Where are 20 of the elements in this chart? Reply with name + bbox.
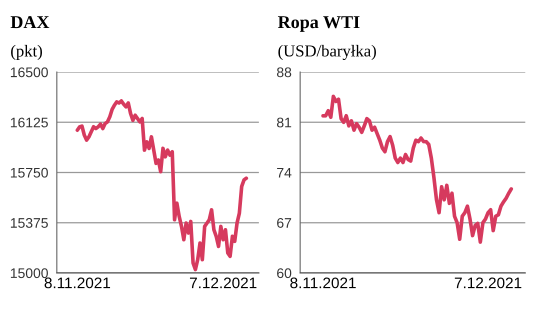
- line-series: [321, 94, 514, 244]
- line-series: [76, 99, 248, 272]
- y-tick-label: 15375: [10, 218, 48, 228]
- chart-title: DAX: [10, 16, 50, 28]
- y-tick-label: 74: [277, 168, 292, 178]
- chart-title: Ropa WTI: [278, 16, 360, 32]
- y-tick-label: 15750: [10, 168, 48, 178]
- y-tick-label: 16125: [10, 118, 48, 128]
- x-tick-label: 8.11.2021: [290, 277, 356, 288]
- x-tick-label: 8.11.2021: [44, 277, 110, 288]
- y-tick-label: 81: [276, 118, 292, 128]
- chart-subtitle: (pkt): [11, 44, 42, 60]
- x-tick-label: 7.12.2021: [454, 277, 522, 288]
- y-tick-label: 60: [277, 268, 292, 278]
- chart-subtitle: (USD/baryłka): [278, 44, 376, 60]
- y-tick-label: 16500: [10, 67, 48, 78]
- y-tick-label: 88: [276, 67, 292, 78]
- y-tick-label: 67: [277, 218, 292, 228]
- y-tick-label: 15000: [10, 268, 48, 278]
- x-tick-label: 7.12.2021: [190, 277, 256, 288]
